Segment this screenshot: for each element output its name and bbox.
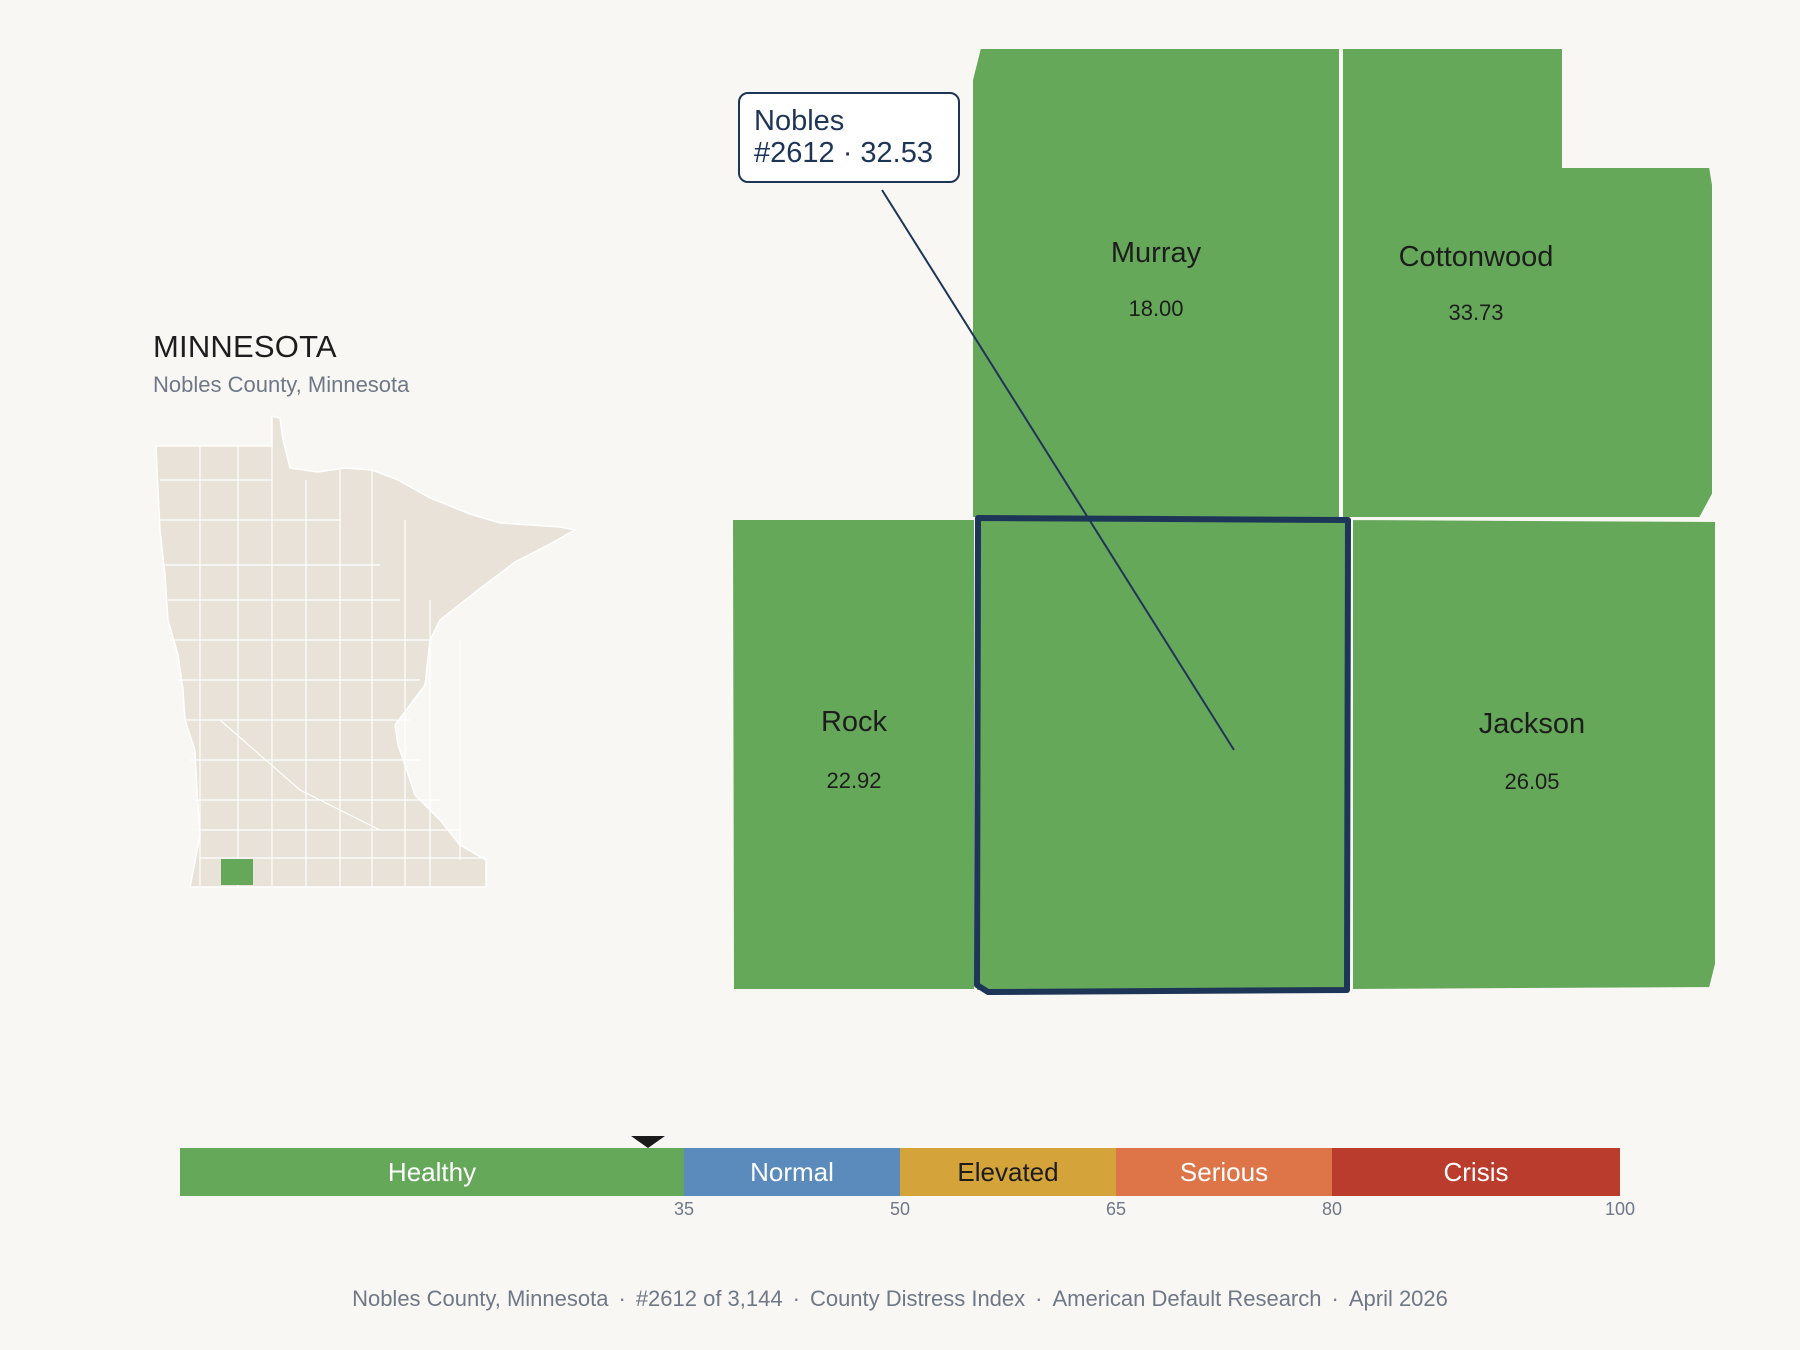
legend-tick: 80 <box>1321 1199 1343 1219</box>
county-value-rock: 22.92 <box>826 768 881 793</box>
legend-label-serious: Serious <box>1179 1156 1269 1187</box>
legend-segment-crisis: Crisis <box>1332 1148 1620 1196</box>
footer-separator: · <box>618 1286 626 1311</box>
county-jackson[interactable] <box>1351 517 1717 992</box>
county-label-cottonwood: Cottonwood <box>1399 241 1554 273</box>
county-nobles[interactable] <box>977 519 1350 990</box>
selected-county-outline <box>974 515 1351 995</box>
county-value-murray: 18.00 <box>1128 296 1183 321</box>
county-murray[interactable] <box>971 47 1341 519</box>
legend-label-crisis: Crisis <box>1443 1156 1509 1187</box>
legend-value-marker <box>631 1136 666 1148</box>
legend-tick: 50 <box>889 1199 911 1219</box>
county-cottonwood[interactable] <box>1341 47 1714 519</box>
state-subtitle: Nobles County, Minnesota <box>153 372 410 397</box>
footer-rank: #2612 of 3,144 <box>635 1286 783 1311</box>
legend-tick: 35 <box>673 1199 695 1219</box>
footer-separator: · <box>792 1286 800 1311</box>
county-value-cottonwood: 33.73 <box>1448 300 1503 325</box>
legend-label-normal: Normal <box>750 1156 834 1187</box>
legend-tick: 65 <box>1105 1199 1127 1219</box>
selected-county-callout: Nobles #2612 · 32.53 <box>738 92 960 183</box>
state-locator-map <box>155 415 578 888</box>
county-rock[interactable] <box>730 518 976 991</box>
county-borders <box>160 446 486 887</box>
footer-county: Nobles County, Minnesota <box>352 1286 609 1311</box>
county-value-jackson: 26.05 <box>1504 769 1559 794</box>
footer-credits: Nobles County, Minnesota · #2612 of 3,144 ·… <box>0 1286 1800 1312</box>
state-title: MINNESOTA <box>153 329 337 364</box>
inset-highlighted-county <box>221 859 253 885</box>
footer-separator: · <box>1035 1286 1043 1311</box>
footer-index: County Distress Index <box>809 1286 1026 1311</box>
distress-legend-bar: Healthy Normal Elevated Serious Crisis <box>180 1148 1620 1196</box>
footer-date: April 2026 <box>1348 1286 1448 1311</box>
legend-tick: 100 <box>1604 1199 1636 1219</box>
legend-segment-healthy: Healthy <box>180 1148 684 1196</box>
legend-segment-normal: Normal <box>684 1148 900 1196</box>
footer-org: American Default Research <box>1052 1286 1322 1311</box>
callout-leader-line <box>881 189 1235 751</box>
legend-label-elevated: Elevated <box>957 1156 1059 1187</box>
callout-rank-score: #2612 · 32.53 <box>754 137 933 169</box>
callout-county-name: Nobles <box>754 105 845 137</box>
county-label-rock: Rock <box>821 706 888 738</box>
county-label-jackson: Jackson <box>1479 708 1585 740</box>
legend-segment-serious: Serious <box>1116 1148 1332 1196</box>
footer-separator: · <box>1331 1286 1339 1311</box>
legend-segment-elevated: Elevated <box>900 1148 1116 1196</box>
county-label-murray: Murray <box>1111 237 1202 269</box>
legend-label-healthy: Healthy <box>387 1156 477 1187</box>
